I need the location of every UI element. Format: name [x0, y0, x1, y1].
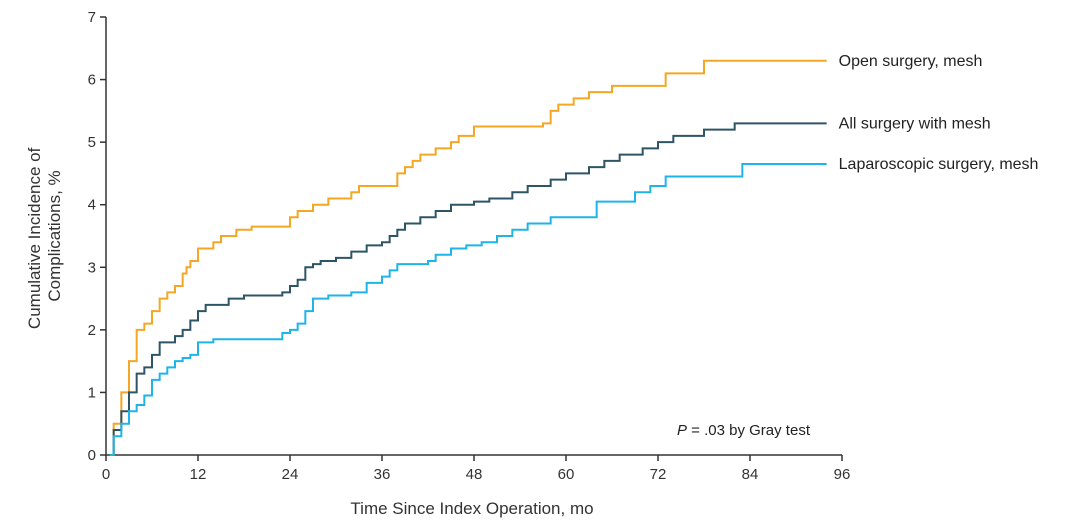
series-line-1 [109, 122, 827, 456]
x-tick-label: 12 [190, 466, 207, 483]
x-tick-label: 36 [374, 466, 391, 483]
y-axis-title-line-2: Complications, % [45, 170, 64, 301]
p-value-italic: P [677, 422, 687, 439]
x-tick-label: 96 [834, 466, 851, 483]
y-axis-title: Cumulative Incidence of Complications, % [25, 143, 64, 329]
y-tick-label: 2 [88, 322, 96, 339]
p-value-annotation: P = .03 by Gray test [677, 422, 811, 439]
x-tick-label: 0 [102, 466, 110, 483]
series-line-2 [109, 163, 827, 456]
series-line-0 [109, 59, 827, 456]
series-label-1: All surgery with mesh [839, 115, 991, 132]
p-value-text: = .03 by Gray test [687, 422, 811, 439]
x-tick-label: 72 [650, 466, 667, 483]
y-tick-label: 0 [88, 447, 96, 464]
series-label-2: Laparoscopic surgery, mesh [839, 156, 1039, 173]
y-tick-label: 7 [88, 9, 96, 26]
x-tick-label: 48 [466, 466, 483, 483]
y-tick-label: 5 [88, 134, 96, 151]
x-axis-title: Time Since Index Operation, mo [350, 499, 593, 518]
x-tick-label: 24 [282, 466, 299, 483]
x-tick-label: 60 [558, 466, 575, 483]
labels-layer: Open surgery, mesh All surgery with mesh L… [839, 53, 1039, 173]
y-tick-label: 4 [88, 197, 96, 214]
y-axis-title-line-1: Cumulative Incidence of [25, 147, 44, 329]
series-label-0: Open surgery, mesh [839, 53, 983, 70]
x-tick-label: 84 [742, 466, 759, 483]
y-tick-label: 1 [88, 384, 96, 401]
y-tick-label: 3 [88, 259, 96, 276]
y-tick-label: 6 [88, 72, 96, 89]
series-layer [109, 59, 827, 456]
